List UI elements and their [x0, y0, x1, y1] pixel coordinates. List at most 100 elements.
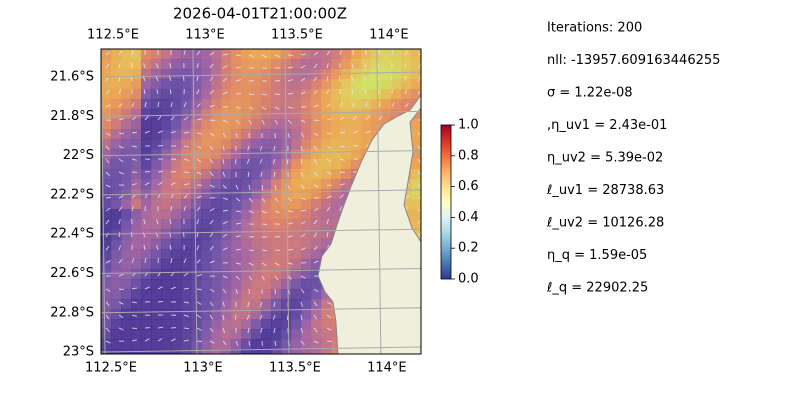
current-arrow	[313, 219, 318, 225]
current-arrow	[105, 184, 111, 188]
current-arrow	[196, 206, 201, 212]
field-cell	[131, 309, 142, 320]
field-cell	[381, 69, 392, 80]
field-cell	[321, 149, 332, 160]
field-cell	[231, 339, 242, 350]
field-cell	[241, 179, 252, 190]
current-arrow	[248, 93, 255, 96]
field-cell	[161, 269, 172, 280]
field-cell	[191, 59, 202, 70]
field-cell	[231, 229, 242, 240]
current-arrow	[183, 194, 188, 199]
field-cell	[221, 129, 232, 140]
field-cell	[311, 319, 322, 330]
field-cell	[261, 249, 272, 260]
field-cell	[331, 89, 342, 100]
field-cell	[301, 329, 312, 340]
field-cell	[261, 199, 272, 210]
current-arrow	[118, 245, 122, 251]
grid-line	[101, 267, 421, 274]
field-cell	[101, 299, 112, 310]
current-arrow	[222, 184, 227, 190]
field-cell	[181, 49, 192, 60]
field-cell	[331, 79, 342, 90]
field-cell	[221, 169, 232, 180]
field-cell	[191, 69, 202, 80]
field-cell	[151, 149, 162, 160]
current-arrow	[169, 88, 172, 95]
field-cell	[131, 339, 142, 350]
field-cell	[261, 169, 272, 180]
current-arrow	[118, 158, 124, 163]
field-cell	[271, 259, 282, 270]
field-cell	[111, 179, 122, 190]
current-arrow	[326, 76, 329, 82]
current-arrow	[234, 158, 237, 165]
field-cell	[171, 129, 182, 140]
field-cell	[411, 119, 421, 130]
field-cell	[321, 329, 332, 340]
current-arrow	[209, 145, 214, 151]
current-arrow	[365, 115, 370, 121]
field-cell	[251, 339, 262, 350]
field-cell	[111, 69, 122, 80]
field-cell	[251, 239, 262, 250]
field-cell	[201, 339, 212, 350]
field-cell	[201, 199, 212, 210]
field-cell	[251, 349, 262, 354]
field-cell	[131, 79, 142, 90]
field-cell	[211, 99, 222, 110]
field-cell	[411, 139, 421, 150]
field-cell	[311, 179, 322, 190]
field-cell	[271, 309, 282, 320]
field-cell	[191, 169, 202, 180]
field-cell	[141, 219, 152, 230]
field-cell	[291, 219, 302, 230]
field-cell	[321, 59, 332, 70]
field-cell	[291, 209, 302, 220]
field-cell	[151, 129, 162, 140]
field-cell	[231, 249, 242, 260]
current-arrow	[248, 184, 251, 190]
current-arrow	[155, 76, 159, 82]
current-arrow	[169, 244, 172, 251]
field-cell	[111, 249, 122, 260]
field-cell	[191, 199, 202, 210]
field-cell	[311, 119, 322, 130]
current-arrow	[131, 258, 135, 264]
field-cell	[121, 259, 132, 270]
field-cell	[281, 259, 292, 270]
field-cell	[281, 289, 292, 300]
map-title: 2026-04-01T21:00:00Z	[173, 5, 347, 23]
current-arrow	[287, 132, 290, 138]
field-cell	[311, 349, 322, 354]
field-cell	[171, 59, 182, 70]
current-arrow	[183, 314, 189, 317]
current-arrow	[365, 101, 368, 108]
field-cell	[161, 129, 172, 140]
field-cell	[271, 229, 282, 240]
current-arrow	[183, 116, 189, 121]
current-arrow	[287, 106, 293, 109]
field-cell	[111, 219, 122, 230]
field-cell	[171, 309, 182, 320]
field-cell	[101, 129, 112, 140]
current-arrow	[131, 183, 137, 186]
current-arrow	[183, 287, 190, 290]
field-cell	[201, 269, 212, 280]
current-arrow	[259, 314, 263, 320]
field-cell	[251, 59, 262, 70]
field-cell	[381, 59, 392, 70]
field-cell	[321, 49, 332, 60]
colorbar-tick-label: 0.6	[458, 179, 479, 194]
field-cell	[341, 129, 352, 140]
current-arrow	[183, 171, 190, 174]
field-cell	[121, 169, 132, 180]
field-cell	[281, 279, 292, 290]
current-arrow	[209, 132, 215, 137]
field-cell	[251, 139, 262, 150]
current-arrow	[339, 183, 345, 186]
field-cell	[251, 249, 262, 260]
current-arrow	[287, 210, 294, 213]
current-arrow	[105, 171, 110, 176]
